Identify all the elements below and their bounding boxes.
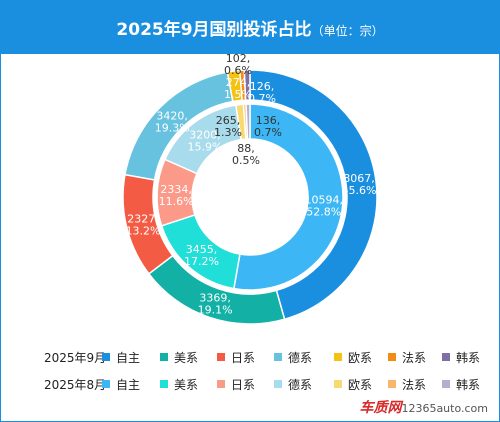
legend-swatch <box>160 380 168 388</box>
data-label-sep-2: 2327, 13.2% <box>126 213 161 238</box>
legend-label: 欧系 <box>348 351 373 365</box>
legend-swatch <box>274 353 282 361</box>
watermark: 车质网12365auto.com <box>359 397 488 417</box>
legend-series-label: 2025年8月 <box>44 378 107 392</box>
data-label-sep-0: 8067, 45.6% <box>341 172 376 197</box>
data-label-aug-2: 2334, 11.6% <box>159 183 194 208</box>
data-label-sep-4: 274, 1.5% <box>224 76 252 101</box>
legend-series-label: 2025年9月 <box>44 351 107 365</box>
legend-label: 韩系 <box>456 378 481 392</box>
legend-item: 美系 <box>160 349 198 366</box>
legend-item: 德系 <box>274 349 312 366</box>
legend-label: 欧系 <box>348 378 373 392</box>
legend-item: 日系 <box>217 376 255 393</box>
legend-item: 法系 <box>388 376 426 393</box>
legend-label: 日系 <box>231 351 256 365</box>
legend-swatch <box>334 353 342 361</box>
legend-item: 自主 <box>102 376 140 393</box>
legend-item: 日系 <box>217 349 255 366</box>
data-label-aug-6: 136, 0.7% <box>254 114 282 139</box>
legend-swatch <box>388 380 396 388</box>
legend-label: 法系 <box>402 351 427 365</box>
legend-item: 欧系 <box>334 349 372 366</box>
data-label-aug-3: 3200, 15.9% <box>188 128 223 153</box>
legend-swatch <box>334 380 342 388</box>
legend-swatch <box>442 353 450 361</box>
title-wrap: 2025年9月国别投诉占比（单位：宗） <box>0 15 500 40</box>
legend-swatch <box>442 380 450 388</box>
legend-swatch <box>217 353 225 361</box>
data-label-sep-1: 3369, 19.1% <box>198 291 233 316</box>
data-label-aug-4: 265, 1.3% <box>214 114 242 139</box>
legend-label: 德系 <box>288 378 313 392</box>
slice-sep-6 <box>243 69 251 101</box>
data-label-aug-5: 88, 0.5% <box>232 142 260 167</box>
legend-label: 美系 <box>174 351 199 365</box>
legend-label: 德系 <box>288 351 313 365</box>
legend-label: 自主 <box>116 378 141 392</box>
data-label-aug-0: 10594, 52.8% <box>304 193 343 218</box>
legend-item: 美系 <box>160 376 198 393</box>
donut-chart: 8067, 45.6% 3369, 19.1% 2327, 13.2% 3420, 19.3%… <box>122 54 378 325</box>
legend-swatch <box>102 353 110 361</box>
header-bar: 2025年9月国别投诉占比（单位：宗） <box>0 0 500 54</box>
data-label-sep-5: 102, 0.6% <box>224 54 252 77</box>
legend-label: 韩系 <box>456 351 481 365</box>
legend-label: 法系 <box>402 378 427 392</box>
legend-item: 自主 <box>102 349 140 366</box>
data-label-aug-1: 3455, 17.2% <box>184 243 219 268</box>
slice-sep-0 <box>249 69 378 321</box>
chart-title: 2025年9月国别投诉占比 <box>116 20 312 40</box>
legend-label: 日系 <box>231 378 256 392</box>
legend-swatch <box>274 380 282 388</box>
data-label-sep-3: 3420, 19.3% <box>155 109 190 134</box>
legend-row-september: 2025年9月 自主 美系 日系 德系 欧系 法系 韩系 <box>0 349 500 365</box>
legend-swatch <box>160 353 168 361</box>
legend-item: 韩系 <box>442 349 480 366</box>
chart-unit: （单位：宗） <box>311 24 384 38</box>
legend-item: 法系 <box>388 349 426 366</box>
legend-row-august: 2025年8月 自主 美系 日系 德系 欧系 法系 韩系 <box>0 376 500 392</box>
data-label-sep-6: 126, 0.7% <box>248 80 276 105</box>
watermark-logo: 车质网 <box>359 400 402 416</box>
legend-label: 自主 <box>116 351 141 365</box>
slice-aug-6 <box>245 103 251 140</box>
legend-label: 美系 <box>174 378 199 392</box>
legend-item: 韩系 <box>442 376 480 393</box>
legend-item: 欧系 <box>334 376 372 393</box>
watermark-site: 12365auto.com <box>401 402 488 415</box>
legend-swatch <box>217 380 225 388</box>
legend-item: 德系 <box>274 376 312 393</box>
slice-aug-0 <box>232 103 344 291</box>
legend-swatch <box>102 380 110 388</box>
legend-swatch <box>388 353 396 361</box>
